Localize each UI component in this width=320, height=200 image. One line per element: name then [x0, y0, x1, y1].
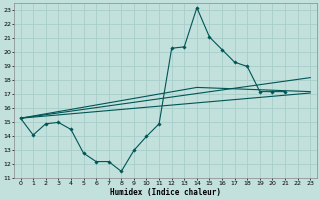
X-axis label: Humidex (Indice chaleur): Humidex (Indice chaleur): [110, 188, 221, 197]
